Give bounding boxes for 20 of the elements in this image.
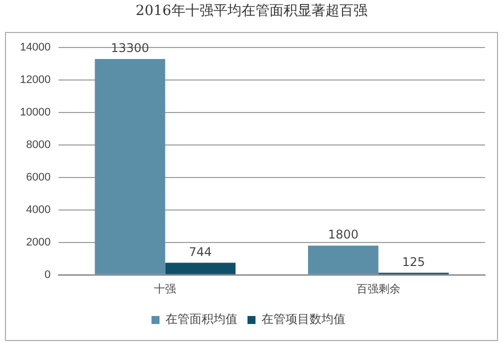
data-label: 1800 [328, 228, 358, 242]
y-tick-label: 0 [44, 268, 51, 281]
data-label: 125 [402, 254, 426, 269]
data-label: 744 [188, 244, 212, 259]
y-tick-label: 6000 [26, 171, 51, 184]
y-tick-label: 8000 [26, 139, 51, 152]
data-label: 13300 [110, 41, 150, 56]
legend-label: 在管项目数均值 [262, 312, 346, 326]
chart-title: 2016年十强平均在管面积显著超百强 [134, 2, 368, 20]
bar [165, 262, 236, 274]
bar [308, 246, 378, 274]
legend-label: 在管面积均值 [166, 312, 238, 326]
x-tick-label: 十强 [154, 282, 176, 296]
y-tick-label: 14000 [20, 42, 51, 54]
bar [94, 58, 166, 274]
y-tick-label: 12000 [20, 74, 51, 86]
y-tick-label: 4000 [26, 204, 51, 216]
y-tick-label: 10000 [20, 106, 51, 119]
x-tick-label: 百强剩余 [356, 283, 400, 296]
y-tick-label: 2000 [26, 236, 51, 248]
